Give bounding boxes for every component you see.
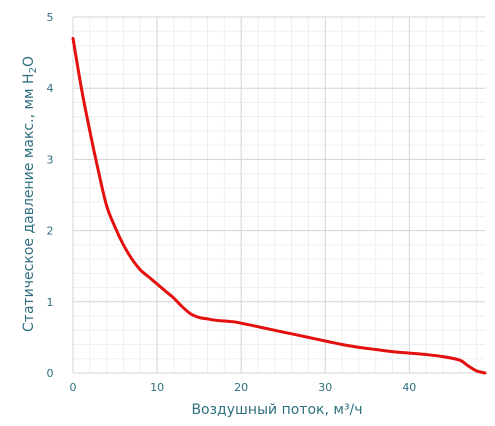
x-tick-label: 30 [318,381,332,394]
y-axis-label-main: Статическое давление макс., мм H [21,73,37,332]
x-tick-label: 10 [150,381,164,394]
x-tick-label: 0 [70,381,77,394]
y-tick-label: 1 [47,296,54,309]
y-tick-label: 5 [47,11,54,24]
y-axis-ticks: 0 1 2 3 4 5 [47,11,54,380]
y-tick-label: 0 [47,367,54,380]
x-tick-label: 20 [234,381,248,394]
x-axis-ticks: 0 10 20 30 40 [70,381,417,394]
y-tick-label: 3 [47,153,54,166]
y-axis-label: Статическое давление макс., мм H2O [21,56,39,332]
y-tick-label: 2 [47,225,54,238]
major-grid [72,16,485,374]
series-line [71,36,487,375]
x-axis-label: Воздушный поток, м³/ч [191,402,362,418]
x-tick-label: 40 [402,381,416,394]
y-axis-label-end: O [21,56,37,67]
y-axis-label-subscript: 2 [28,67,39,73]
y-tick-label: 4 [47,82,54,95]
minor-grid [73,17,485,373]
